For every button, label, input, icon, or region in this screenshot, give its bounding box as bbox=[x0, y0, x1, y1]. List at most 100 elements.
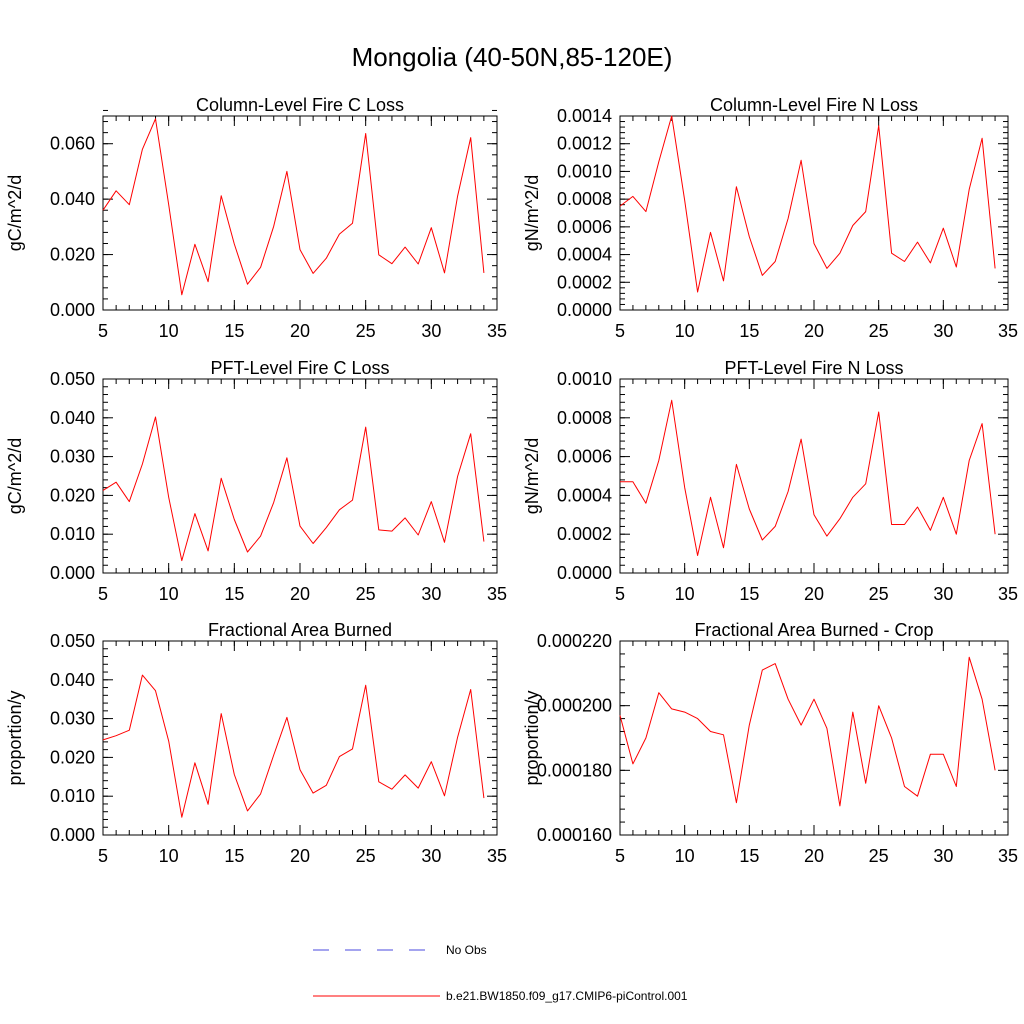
x-tick-label: 35 bbox=[998, 321, 1018, 341]
y-tick-label: 0.000220 bbox=[537, 631, 612, 651]
x-tick-label: 10 bbox=[159, 321, 179, 341]
x-tick-label: 5 bbox=[615, 321, 625, 341]
y-tick-label: 0.0002 bbox=[557, 524, 612, 544]
legend-label-no-obs: No Obs bbox=[446, 943, 487, 957]
y-tick-label: 0.0000 bbox=[557, 300, 612, 320]
plot-frame bbox=[102, 378, 498, 574]
plot-frame bbox=[619, 115, 1009, 311]
x-tick-label: 5 bbox=[98, 846, 108, 866]
x-tick-label: 15 bbox=[224, 584, 244, 604]
chart-panel-3: PFT-Level Fire C Loss gC/m^2/d 5 10 15 20 25 30… bbox=[5, 358, 507, 604]
chart-panel-4: PFT-Level Fire N Loss gN/m^2/d 5 10 15 20 25 30… bbox=[522, 358, 1018, 604]
y-tick-label: 0.000200 bbox=[537, 696, 612, 716]
y-axis-label: proportion/y bbox=[5, 690, 25, 785]
x-tick-label: 20 bbox=[804, 846, 824, 866]
x-tick-label: 15 bbox=[739, 846, 759, 866]
x-tick-label: 30 bbox=[933, 321, 953, 341]
y-tick-label: 0.010 bbox=[50, 786, 95, 806]
y-tick-label: 0.030 bbox=[50, 709, 95, 729]
y-tick-label: 0.0002 bbox=[557, 272, 612, 292]
x-tick-label: 25 bbox=[356, 321, 376, 341]
y-axis-label: proportion/y bbox=[522, 690, 542, 785]
x-tick-label: 35 bbox=[487, 321, 507, 341]
y-tick-label: 0.010 bbox=[50, 524, 95, 544]
legend: No Obs b.e21.BW1850.f09_g17.CMIP6-piCont… bbox=[313, 943, 688, 1003]
chart-panel-5: Fractional Area Burned proportion/y 5 10 15 2… bbox=[5, 620, 507, 866]
chart-title: Fractional Area Burned - Crop bbox=[694, 620, 933, 640]
chart-panel-1: Column-Level Fire C Loss gC/m^2/d 5 10 15 20 2… bbox=[5, 95, 507, 341]
y-tick-label: 0.0006 bbox=[557, 447, 612, 467]
x-tick-label: 20 bbox=[290, 321, 310, 341]
y-tick-label: 0.0008 bbox=[557, 189, 612, 209]
y-tick-label: 0.0008 bbox=[557, 408, 612, 428]
chart-panel-2: Column-Level Fire N Loss gN/m^2/d 5 10 15 20 2… bbox=[522, 95, 1018, 341]
chart-title: Column-Level Fire N Loss bbox=[710, 95, 918, 115]
y-tick-label: 0.000 bbox=[50, 563, 95, 583]
y-tick-label: 0.0012 bbox=[557, 134, 612, 154]
y-tick-label: 0.040 bbox=[50, 189, 95, 209]
x-tick-label: 10 bbox=[675, 321, 695, 341]
x-tick-label: 30 bbox=[421, 321, 441, 341]
x-tick-label: 5 bbox=[615, 584, 625, 604]
series-line-1 bbox=[102, 674, 485, 818]
x-tick-label: 25 bbox=[356, 846, 376, 866]
x-tick-label: 35 bbox=[998, 584, 1018, 604]
plot-frame bbox=[102, 640, 498, 836]
x-tick-label: 15 bbox=[739, 584, 759, 604]
plot-frame bbox=[619, 640, 1009, 836]
y-axis-label: gC/m^2/d bbox=[5, 438, 25, 514]
y-tick-label: 0.0010 bbox=[557, 369, 612, 389]
y-tick-label: 0.050 bbox=[50, 631, 95, 651]
x-tick-label: 10 bbox=[675, 846, 695, 866]
y-tick-label: 0.000 bbox=[50, 825, 95, 845]
chart-title: Fractional Area Burned bbox=[208, 620, 392, 640]
panels: Column-Level Fire C Loss gC/m^2/d 5 10 15 20 2… bbox=[5, 95, 1018, 866]
x-tick-label: 30 bbox=[421, 584, 441, 604]
y-tick-label: 0.020 bbox=[50, 747, 95, 767]
x-tick-label: 10 bbox=[675, 584, 695, 604]
x-tick-label: 15 bbox=[224, 846, 244, 866]
chart-title: Column-Level Fire C Loss bbox=[196, 95, 404, 115]
y-tick-label: 0.030 bbox=[50, 447, 95, 467]
series-line-1 bbox=[619, 656, 996, 807]
x-tick-label: 30 bbox=[933, 584, 953, 604]
x-tick-label: 15 bbox=[739, 321, 759, 341]
x-tick-label: 5 bbox=[615, 846, 625, 866]
y-tick-label: 0.0006 bbox=[557, 217, 612, 237]
x-tick-label: 10 bbox=[159, 584, 179, 604]
x-tick-label: 15 bbox=[224, 321, 244, 341]
plot-frame bbox=[102, 115, 498, 311]
x-tick-label: 25 bbox=[356, 584, 376, 604]
figure-title: Mongolia (40-50N,85-120E) bbox=[352, 42, 673, 72]
y-tick-label: 0.0014 bbox=[557, 106, 612, 126]
y-tick-label: 0.000180 bbox=[537, 760, 612, 780]
x-tick-label: 20 bbox=[290, 846, 310, 866]
chart-panel-6: Fractional Area Burned - Crop proportion/… bbox=[522, 620, 1018, 866]
y-axis-label: gN/m^2/d bbox=[522, 438, 542, 514]
y-tick-label: 0.040 bbox=[50, 670, 95, 690]
legend-label-model: b.e21.BW1850.f09_g17.CMIP6-piControl.001 bbox=[446, 989, 688, 1003]
y-tick-label: 0.000160 bbox=[537, 825, 612, 845]
x-tick-label: 25 bbox=[869, 584, 889, 604]
y-tick-label: 0.000 bbox=[50, 300, 95, 320]
x-tick-label: 10 bbox=[159, 846, 179, 866]
x-tick-label: 30 bbox=[421, 846, 441, 866]
series-line-1 bbox=[619, 115, 996, 293]
x-tick-label: 25 bbox=[869, 846, 889, 866]
x-tick-label: 25 bbox=[869, 321, 889, 341]
y-tick-label: 0.060 bbox=[50, 134, 95, 154]
x-tick-label: 35 bbox=[487, 584, 507, 604]
x-tick-label: 35 bbox=[998, 846, 1018, 866]
chart-title: PFT-Level Fire C Loss bbox=[210, 358, 389, 378]
x-tick-label: 30 bbox=[933, 846, 953, 866]
y-axis-label: gC/m^2/d bbox=[5, 175, 25, 251]
y-tick-label: 0.0000 bbox=[557, 563, 612, 583]
y-tick-label: 0.050 bbox=[50, 369, 95, 389]
x-tick-label: 20 bbox=[804, 584, 824, 604]
y-tick-label: 0.020 bbox=[50, 245, 95, 265]
series-line-1 bbox=[620, 399, 996, 556]
x-tick-label: 20 bbox=[290, 584, 310, 604]
y-tick-label: 0.020 bbox=[50, 485, 95, 505]
x-tick-label: 20 bbox=[804, 321, 824, 341]
